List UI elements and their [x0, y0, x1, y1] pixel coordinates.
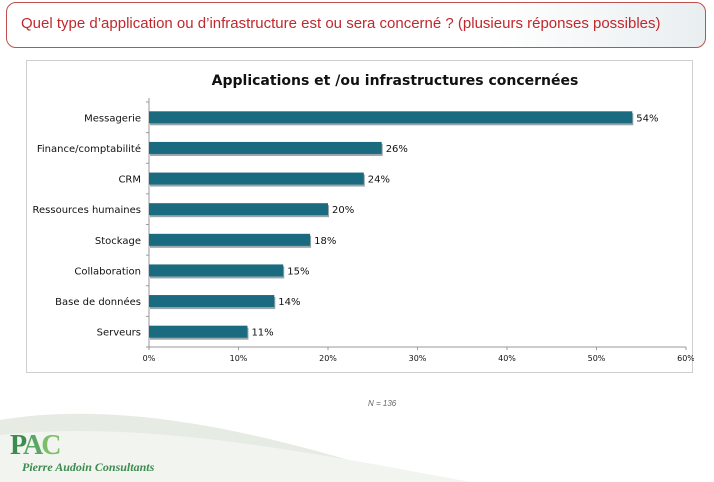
category-label: Serveurs [97, 328, 141, 339]
category-label: CRM [118, 175, 141, 186]
category-label: Base de données [55, 296, 141, 308]
data-label: 15% [287, 266, 309, 277]
pac-logo: PAC [10, 430, 62, 461]
x-tick-label: 30% [409, 354, 427, 363]
bar [149, 141, 382, 154]
data-label: 18% [314, 236, 336, 247]
bar [149, 325, 248, 338]
chart-title: Applications et /ou infrastructures conc… [212, 73, 579, 89]
x-tick-label: 0% [143, 354, 156, 363]
data-label: 24% [368, 175, 390, 186]
data-label: 54% [636, 113, 658, 124]
x-tick-label: 50% [588, 354, 606, 363]
sample-size-note: N = 136 [368, 399, 397, 408]
category-label: Messagerie [84, 113, 141, 124]
question-banner: Quel type d’application ou d’infrastruct… [6, 2, 706, 48]
bar [149, 203, 328, 216]
bar [149, 172, 364, 185]
category-label: Stockage [95, 236, 141, 247]
bar [149, 233, 311, 246]
data-label: 26% [386, 144, 408, 155]
data-label: 20% [332, 205, 354, 216]
brand-name: Pierre Audoin Consultants [22, 460, 155, 474]
data-label: 11% [251, 328, 273, 339]
x-tick-label: 60% [677, 354, 694, 363]
category-label: Ressources humaines [33, 205, 141, 216]
chart-frame: Applications et /ou infrastructures conc… [26, 60, 694, 373]
bar [149, 111, 633, 124]
bar [149, 295, 275, 308]
category-label: Finance/comptabilité [37, 143, 141, 155]
x-tick-label: 40% [498, 354, 516, 363]
footer-swoosh-graphic [0, 413, 470, 482]
x-tick-label: 10% [230, 354, 248, 363]
bar [149, 264, 284, 277]
data-label: 14% [278, 297, 300, 308]
x-tick-label: 20% [319, 354, 337, 363]
bar-chart: Applications et /ou infrastructures conc… [33, 73, 694, 363]
category-label: Collaboration [74, 266, 141, 277]
question-text: Quel type d’application ou d’infrastruct… [21, 15, 661, 32]
